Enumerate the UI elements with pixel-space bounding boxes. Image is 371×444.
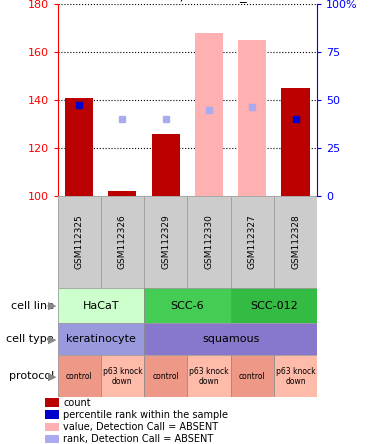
Text: ▶: ▶ — [48, 371, 57, 381]
Bar — [65, 98, 93, 196]
Text: HaCaT: HaCaT — [82, 301, 119, 311]
Text: GSM112329: GSM112329 — [161, 214, 170, 270]
Bar — [101, 355, 144, 397]
Bar — [274, 196, 317, 288]
Bar — [45, 435, 59, 443]
Bar — [58, 288, 144, 323]
Bar — [282, 88, 310, 196]
Text: rank, Detection Call = ABSENT: rank, Detection Call = ABSENT — [63, 434, 213, 444]
Text: ▶: ▶ — [48, 301, 57, 311]
Text: keratinocyte: keratinocyte — [66, 334, 136, 344]
Bar — [231, 196, 274, 288]
Bar — [144, 355, 187, 397]
Text: cell line: cell line — [11, 301, 54, 311]
Text: squamous: squamous — [202, 334, 259, 344]
Text: control: control — [66, 372, 92, 381]
Bar — [45, 410, 59, 419]
Bar — [108, 191, 137, 196]
Text: GSM112330: GSM112330 — [204, 214, 213, 270]
Bar — [144, 288, 231, 323]
Text: value, Detection Call = ABSENT: value, Detection Call = ABSENT — [63, 422, 218, 432]
Text: cell type: cell type — [6, 334, 54, 344]
Bar — [231, 355, 274, 397]
Text: control: control — [239, 372, 266, 381]
Text: ▶: ▶ — [48, 334, 57, 344]
Text: protocol: protocol — [9, 371, 54, 381]
Bar — [45, 423, 59, 431]
Bar — [274, 355, 317, 397]
Text: count: count — [63, 397, 91, 408]
Bar — [152, 134, 180, 196]
Text: percentile rank within the sample: percentile rank within the sample — [63, 410, 228, 420]
Bar — [238, 40, 266, 196]
Text: control: control — [152, 372, 179, 381]
Bar — [45, 398, 59, 407]
Bar — [58, 355, 101, 397]
Bar — [144, 323, 317, 355]
Text: GSM112325: GSM112325 — [75, 214, 83, 270]
Text: SCC-012: SCC-012 — [250, 301, 298, 311]
Bar — [187, 355, 231, 397]
Text: GSM112327: GSM112327 — [248, 214, 257, 270]
Text: p63 knock
down: p63 knock down — [276, 367, 315, 386]
Bar — [58, 196, 101, 288]
Bar — [195, 33, 223, 196]
Bar — [231, 288, 317, 323]
Bar — [58, 323, 144, 355]
Bar — [187, 196, 231, 288]
Text: GSM112328: GSM112328 — [291, 214, 300, 270]
Text: SCC-6: SCC-6 — [171, 301, 204, 311]
Bar — [101, 196, 144, 288]
Text: GSM112326: GSM112326 — [118, 214, 127, 270]
Title: GDS2088 / 226209_at: GDS2088 / 226209_at — [114, 0, 260, 2]
Bar — [144, 196, 187, 288]
Text: p63 knock
down: p63 knock down — [103, 367, 142, 386]
Text: p63 knock
down: p63 knock down — [189, 367, 229, 386]
